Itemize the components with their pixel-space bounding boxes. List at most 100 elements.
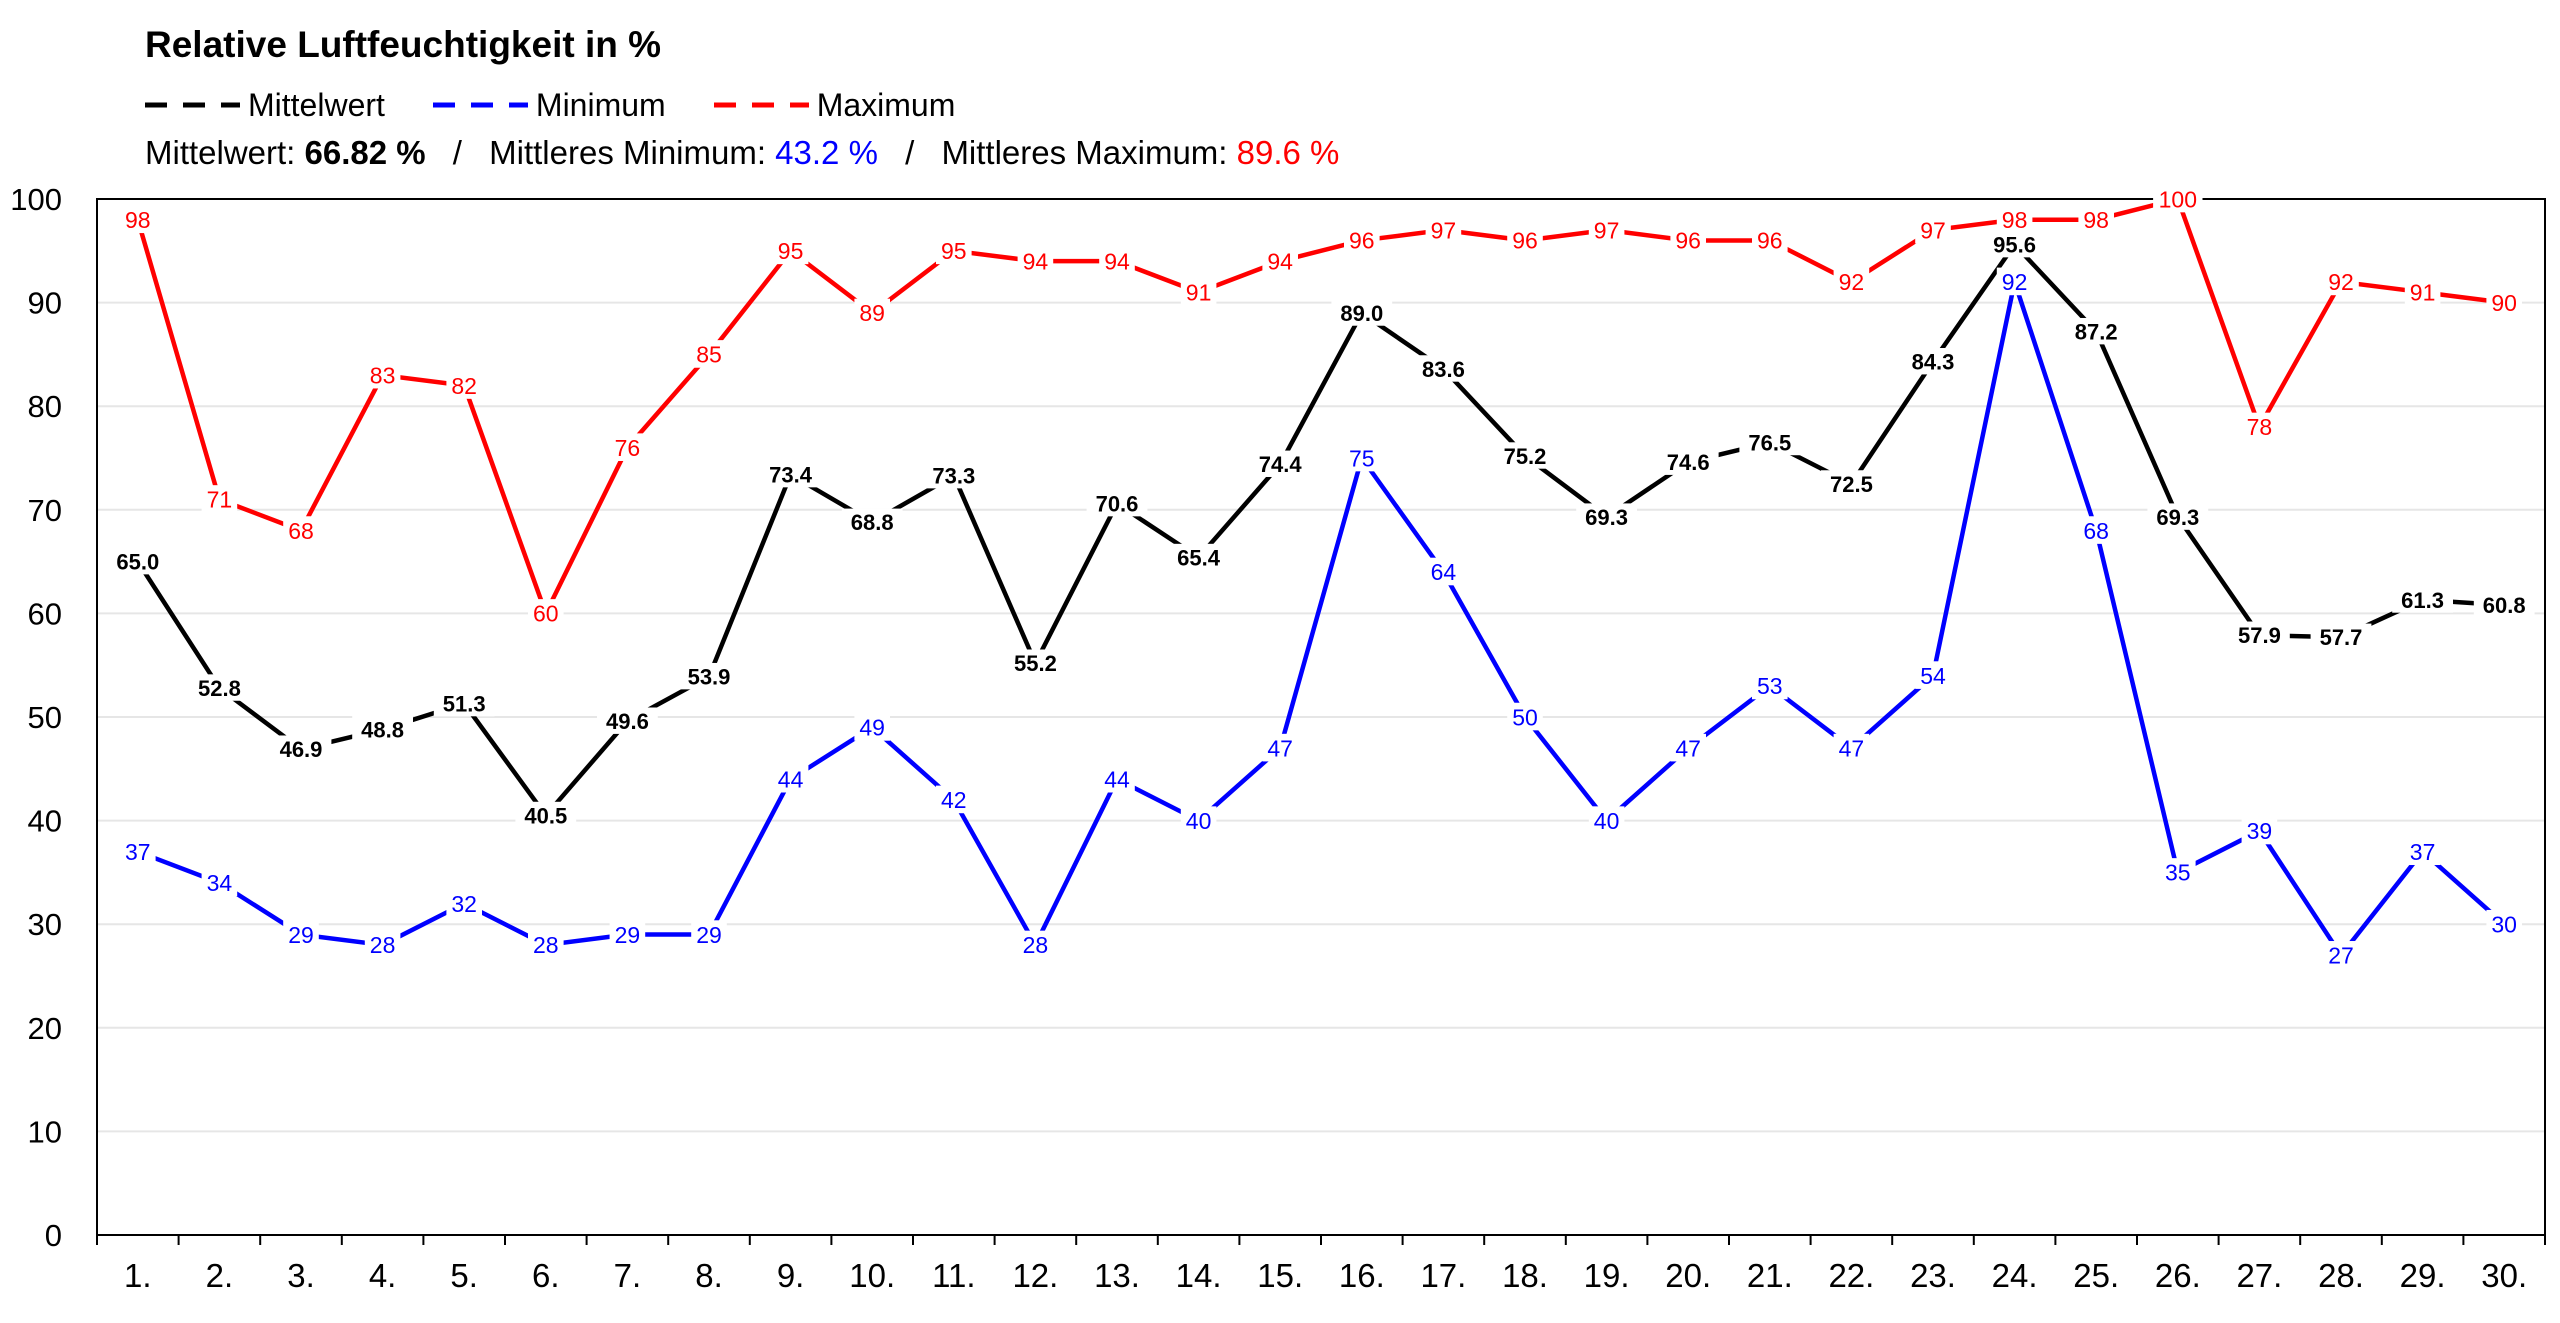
legend-label-maximum: Maximum: [816, 86, 956, 123]
summary-max-value: 89.6 %: [1236, 134, 1340, 171]
data-label-bg: [2160, 858, 2196, 886]
data-label-mittelwert: 74.6: [1667, 450, 1710, 475]
data-label-maximum: 83: [370, 362, 396, 388]
data-label-minimum: 68: [2083, 518, 2109, 544]
data-label-bg: [2392, 586, 2453, 613]
data-label-mittelwert: 46.9: [280, 737, 323, 762]
x-tick-label: 21.: [1747, 1257, 1793, 1294]
summary-mean-value: 66.82 %: [304, 134, 426, 171]
data-label-bg: [2065, 317, 2127, 345]
y-tick-label: 50: [28, 700, 62, 735]
x-tick-label: 27.: [2236, 1257, 2282, 1294]
data-label-bg: [1657, 448, 1719, 475]
data-label-mittelwert: 69.3: [1585, 505, 1628, 530]
data-label-minimum: 29: [696, 922, 722, 948]
y-tick-label: 40: [28, 804, 62, 839]
data-label-bg: [2310, 623, 2372, 650]
x-tick-label: 28.: [2318, 1257, 2364, 1294]
summary-separator: /: [452, 134, 462, 171]
data-label-bg: [2486, 909, 2522, 938]
data-label-maximum: 94: [1267, 248, 1293, 274]
data-label-bg: [2323, 941, 2359, 969]
data-label-bg: [1262, 733, 1298, 762]
data-label-maximum: 71: [207, 487, 233, 513]
y-tick-label: 60: [28, 596, 62, 631]
data-label-bg: [1005, 649, 1066, 676]
data-label-bg: [283, 516, 319, 544]
data-label-maximum: 96: [1349, 228, 1375, 254]
data-label-maximum: 94: [1104, 248, 1130, 274]
data-label-mittelwert: 73.3: [932, 464, 975, 489]
x-tick-label: 25.: [2073, 1257, 2119, 1294]
data-label-bg: [1180, 806, 1217, 834]
x-tick-label: 24.: [1992, 1257, 2038, 1294]
data-label-mittelwert: 75.2: [1504, 444, 1547, 469]
series-line-minimum: [136, 273, 2506, 960]
x-tick-label: 17.: [1420, 1257, 1466, 1294]
data-label-minimum: 92: [2002, 269, 2028, 295]
y-tick-label: 90: [28, 286, 62, 321]
data-label-maximum: 68: [288, 518, 314, 544]
data-label-bg: [936, 785, 972, 814]
data-label-bg: [760, 460, 821, 488]
data-label-bg: [1425, 215, 1462, 244]
x-tick-label: 19.: [1584, 1257, 1630, 1294]
data-label-bg: [446, 889, 482, 917]
data-label-maximum: 60: [533, 601, 559, 627]
summary-separator: /: [905, 134, 915, 171]
data-label-bg: [120, 837, 156, 866]
data-label-mittelwert: 73.4: [769, 462, 813, 487]
legend-item-maximum: Maximum: [713, 86, 956, 124]
data-label-bg: [364, 360, 401, 389]
data-label-bg: [1262, 246, 1298, 275]
x-tick-label: 23.: [1910, 1257, 1956, 1294]
legend-swatch-maximum: [713, 102, 809, 108]
y-tick-label: 80: [28, 389, 62, 424]
x-tick-label: 14.: [1176, 1257, 1222, 1294]
data-label-minimum: 47: [1839, 735, 1865, 761]
data-label-maximum: 92: [2328, 269, 2354, 295]
x-tick-label: 8.: [695, 1257, 723, 1294]
x-tick-label: 12.: [1012, 1257, 1058, 1294]
data-label-minimum: 29: [288, 922, 314, 948]
x-tick-label: 26.: [2155, 1257, 2201, 1294]
x-tick-label: 16.: [1339, 1257, 1385, 1294]
data-label-bg: [1902, 348, 1964, 375]
data-label-bg: [923, 461, 985, 489]
data-label-bg: [1168, 543, 1229, 571]
data-label-bg: [1425, 557, 1462, 586]
data-label-bg: [691, 340, 727, 368]
data-label-bg: [2147, 503, 2209, 530]
legend-label-mittelwert: Mittelwert: [248, 86, 385, 123]
summary-min-value: 43.2 %: [775, 134, 878, 171]
data-label-mittelwert: 76.5: [1748, 430, 1791, 455]
data-label-mittelwert: 68.8: [851, 510, 894, 535]
x-tick-label: 13.: [1094, 1257, 1140, 1294]
x-tick-label: 6.: [532, 1257, 560, 1294]
data-label-minimum: 40: [1594, 808, 1620, 834]
data-label-maximum: 97: [1920, 217, 1946, 243]
data-label-bg: [1413, 355, 1474, 382]
data-label-bg: [270, 735, 332, 762]
data-label-maximum: 98: [125, 207, 151, 233]
data-label-maximum: 82: [451, 373, 477, 399]
data-label-bg: [1588, 215, 1625, 244]
data-label-mittelwert: 65.4: [1177, 545, 1221, 570]
data-label-mittelwert: 89.0: [1340, 301, 1383, 326]
data-label-bg: [107, 547, 169, 575]
legend: Mittelwert Minimum Maximum: [145, 82, 1003, 128]
data-label-bg: [1821, 470, 1882, 497]
legend-item-minimum: Minimum: [432, 87, 666, 124]
legend-item-mittelwert: Mittelwert: [145, 87, 385, 124]
data-label-bg: [1576, 503, 1637, 530]
data-label-bg: [1996, 205, 2033, 234]
data-label-bg: [1915, 661, 1951, 689]
data-label-bg: [2473, 591, 2535, 618]
data-label-mittelwert: 49.6: [606, 709, 649, 734]
data-label-bg: [2404, 277, 2441, 306]
data-label-mittelwert: 95.6: [1993, 233, 2036, 258]
data-label-bg: [1099, 246, 1135, 275]
data-label-mittelwert: 61.3: [2401, 588, 2444, 613]
x-tick-label: 5.: [450, 1257, 478, 1294]
data-label-maximum: 91: [2410, 280, 2436, 306]
